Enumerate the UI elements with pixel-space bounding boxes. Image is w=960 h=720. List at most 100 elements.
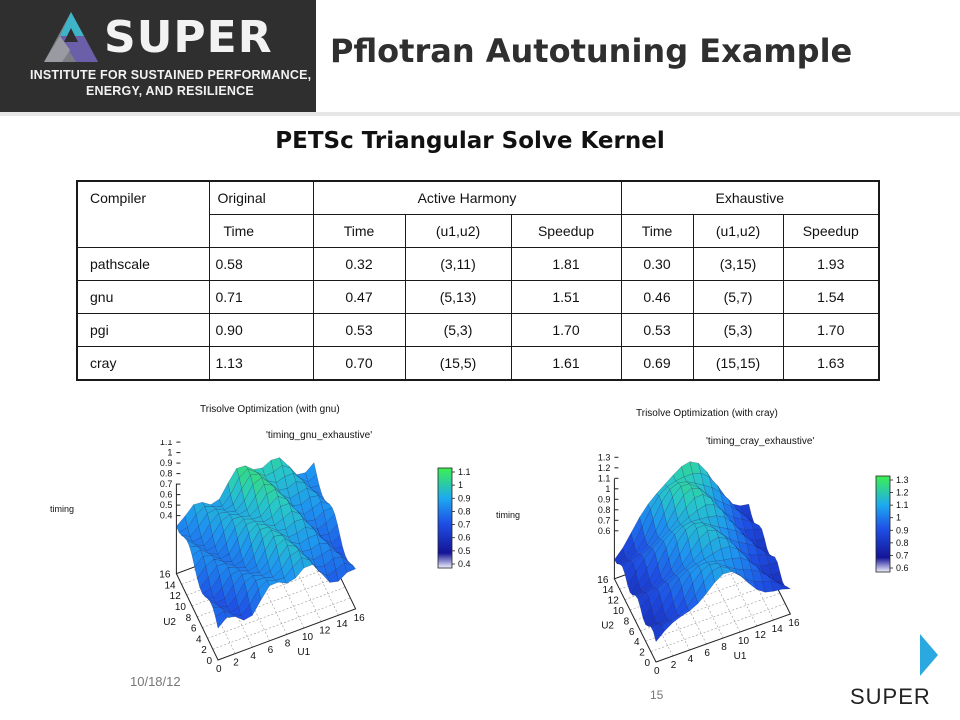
logo-wordmark: SUPER xyxy=(104,12,273,63)
colorbar-tick-label: 1.1 xyxy=(896,500,909,510)
surface-plot-cray: 0.60.70.80.911.11.21.3timing024681012141… xyxy=(496,452,909,677)
x-tick-label: 10 xyxy=(738,636,750,647)
table-cell: 0.70 xyxy=(312,346,406,381)
surface-cell xyxy=(771,571,783,583)
z-tick-label: 0.4 xyxy=(160,511,173,521)
subheader-cell: Time xyxy=(620,214,694,248)
table-subheader-row: Time Time (u1,u2) Speedup Time (u1,u2) S… xyxy=(77,214,880,248)
table-cell: 0.90 xyxy=(208,313,314,347)
z-tick-label: 1.2 xyxy=(598,463,611,473)
surface-plot-gnu: 0.40.50.60.70.80.911.1timing024681012141… xyxy=(50,440,471,675)
z-tick-label: 0.6 xyxy=(598,526,611,536)
table-header-row: Compiler Original Active Harmony Exhaust… xyxy=(76,180,880,248)
floor-grid-line xyxy=(212,597,351,650)
z-tick-label: 1 xyxy=(167,448,172,458)
z-tick-label: 0.6 xyxy=(160,490,173,500)
x-tick-label: 4 xyxy=(250,651,256,662)
colorbar-tick-label: 1.1 xyxy=(458,467,471,477)
subheader-cell: Time xyxy=(312,214,406,248)
table-cell: 1.63 xyxy=(782,346,880,381)
surface-cell xyxy=(323,507,336,524)
y-tick-label: 16 xyxy=(597,575,609,586)
colorbar xyxy=(437,467,453,569)
z-tick-label: 1.1 xyxy=(598,473,611,483)
super-triangle-icon xyxy=(44,12,98,62)
slide-header: SUPER INSTITUTE FOR SUSTAINED PERFORMANC… xyxy=(0,0,960,112)
x-tick-label: 14 xyxy=(772,624,784,635)
table-cell: gnu xyxy=(76,280,210,314)
x-tick-label: 14 xyxy=(336,619,348,630)
header-divider xyxy=(0,112,960,116)
y-tick-label: 14 xyxy=(164,580,176,591)
table-cell: 0.53 xyxy=(620,313,694,347)
z-tick-label: 0.8 xyxy=(160,469,173,479)
colorbar-tick-label: 0.9 xyxy=(896,525,909,535)
header-compiler: Compiler xyxy=(76,180,210,248)
surface-cell xyxy=(307,473,320,489)
slide-title: Pflotran Autotuning Example xyxy=(330,32,853,70)
z-tick-label: 0.7 xyxy=(598,515,611,525)
x-tick-label: 0 xyxy=(654,666,660,677)
y-tick-label: 0 xyxy=(206,656,212,667)
subheader-cell: Speedup xyxy=(782,214,880,248)
table-cell: (3,15) xyxy=(692,247,784,281)
z-tick-label: 1 xyxy=(605,484,610,494)
table-cell: 0.69 xyxy=(620,346,694,381)
surface-cell xyxy=(778,582,792,590)
footer-brand: SUPER xyxy=(850,684,931,709)
chevron-right-icon xyxy=(920,634,938,676)
z-axis-title: timing xyxy=(496,510,520,520)
surface-cell xyxy=(328,523,341,544)
colorbar-tick-label: 0.6 xyxy=(896,563,909,573)
table-cell: 0.71 xyxy=(208,280,314,314)
x-tick-label: 12 xyxy=(319,626,331,637)
z-tick-label: 0.9 xyxy=(160,458,173,468)
colorbar-tick-label: 1 xyxy=(458,480,463,490)
y-tick-label: 8 xyxy=(186,613,192,624)
header-active-harmony: Active Harmony xyxy=(312,180,622,215)
subheader-cell: Time xyxy=(208,214,314,248)
y-tick-label: 10 xyxy=(175,602,187,613)
surface-cell xyxy=(320,501,333,512)
x-tick-label: 4 xyxy=(688,654,694,665)
subheader-cell: Speedup xyxy=(510,214,622,248)
logo-tagline-line1: INSTITUTE FOR SUSTAINED PERFORMANCE, xyxy=(30,68,312,82)
table-cell: 1.51 xyxy=(510,280,622,314)
colorbar-tick-label: 0.9 xyxy=(458,493,471,503)
z-tick-label: 0.7 xyxy=(160,479,173,489)
y-tick-label: 6 xyxy=(191,624,197,635)
table-cell: pathscale xyxy=(76,247,210,281)
x-tick-label: 0 xyxy=(216,664,222,675)
colorbar-tick-label: 1 xyxy=(896,513,901,523)
surface-cell xyxy=(331,535,343,550)
colorbar-tick-label: 0.8 xyxy=(896,538,909,548)
x-axis-title: U1 xyxy=(734,651,747,662)
subheader-cell: (u1,u2) xyxy=(404,214,512,248)
table-cell: 1.61 xyxy=(510,346,622,381)
table-cell: pgi xyxy=(76,313,210,347)
table-cell: 0.58 xyxy=(208,247,314,281)
results-table: Compiler Original Active Harmony Exhaust… xyxy=(76,180,880,381)
table-cell: 0.47 xyxy=(312,280,406,314)
table-cell: (5,7) xyxy=(692,280,784,314)
table-cell: (5,3) xyxy=(692,313,784,347)
y-tick-label: 6 xyxy=(629,627,635,638)
header-original: Original xyxy=(208,180,314,215)
x-tick-label: 2 xyxy=(233,658,239,669)
x-tick-label: 16 xyxy=(354,613,366,624)
y-tick-label: 2 xyxy=(639,648,645,659)
surface-cell xyxy=(755,537,768,549)
z-tick-label: 1.1 xyxy=(160,440,173,447)
chart-series-label: 'timing_gnu_exhaustive' xyxy=(266,430,373,441)
colorbar-tick-label: 0.7 xyxy=(896,550,909,560)
y-tick-label: 4 xyxy=(634,637,640,648)
z-tick-label: 1.3 xyxy=(598,452,611,462)
colorbar-tick-label: 0.4 xyxy=(458,559,471,569)
x-tick-label: 12 xyxy=(755,630,767,641)
x-tick-label: 8 xyxy=(285,638,291,649)
colorbar-tick-label: 1.3 xyxy=(896,475,909,485)
table-cell: 1.70 xyxy=(782,313,880,347)
chart-title: Trisolve Optimization (with gnu) xyxy=(200,404,340,415)
slide-subtitle: PETSc Triangular Solve Kernel xyxy=(275,128,665,154)
table-cell: (15,5) xyxy=(404,346,512,381)
